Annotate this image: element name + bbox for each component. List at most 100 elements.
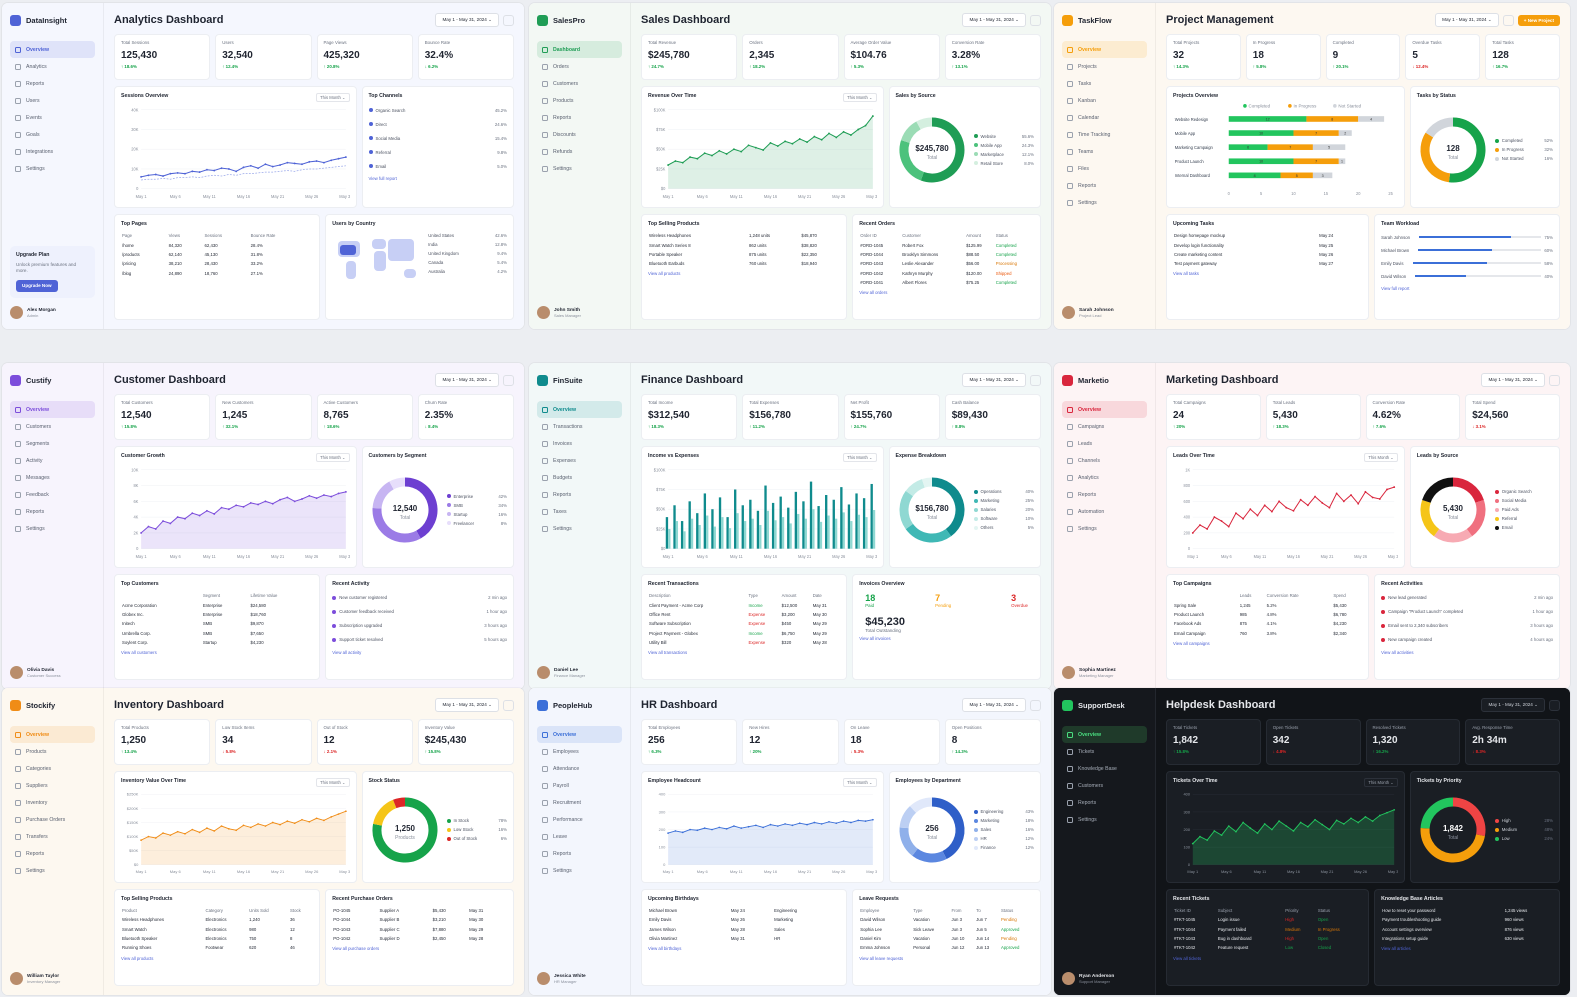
- sidebar-item-calendar[interactable]: Calendar: [1062, 109, 1147, 126]
- table-row[interactable]: PO-1043 Supplier C $7,880 May 29: [332, 925, 507, 934]
- table-row[interactable]: Michael Brown May 24 Engineering: [648, 906, 840, 915]
- sidebar-item-categories[interactable]: Categories: [10, 760, 95, 777]
- sidebar-item-integrations[interactable]: Integrations: [10, 143, 95, 160]
- date-range-picker[interactable]: May 1 - May 31, 2024 ⌄: [435, 373, 499, 387]
- period-filter[interactable]: This Month ⌄: [1364, 453, 1398, 462]
- user-profile[interactable]: Ryan Anderson Support Manager: [1062, 972, 1147, 985]
- new-project-button[interactable]: + New Project: [1517, 14, 1560, 26]
- sidebar-item-knowledge-base[interactable]: Knowledge Base: [1062, 760, 1147, 777]
- sidebar-item-events[interactable]: Events: [10, 109, 95, 126]
- sidebar-item-analytics[interactable]: Analytics: [1062, 469, 1147, 486]
- date-range-picker[interactable]: May 1 - May 31, 2024 ⌄: [1481, 698, 1545, 712]
- table-row[interactable]: Facebook Ads 875 4.1% $4,230: [1173, 619, 1362, 628]
- sidebar-item-performance[interactable]: Performance: [537, 811, 622, 828]
- sidebar-item-products[interactable]: Products: [537, 92, 622, 109]
- user-profile[interactable]: Sarah Johnson Project Lead: [1062, 306, 1147, 319]
- sidebar-item-customers[interactable]: Customers: [1062, 777, 1147, 794]
- table-row[interactable]: Product Launch 985 4.8% $6,780: [1173, 610, 1362, 619]
- table-row[interactable]: Acme Corporation Enterprise $24,580: [121, 600, 313, 609]
- sidebar-item-leave[interactable]: Leave: [537, 828, 622, 845]
- user-profile[interactable]: Alex Morgan Admin: [10, 306, 95, 319]
- sidebar-item-refunds[interactable]: Refunds: [537, 143, 622, 160]
- sidebar-item-segments[interactable]: Segments: [10, 435, 95, 452]
- sidebar-item-activity[interactable]: Activity: [10, 452, 95, 469]
- sidebar-item-transactions[interactable]: Transactions: [537, 418, 622, 435]
- table-row[interactable]: Emma Johnson Personal Jun 12 Jun 13 Approved: [859, 943, 1034, 952]
- calendar-icon[interactable]: [1030, 374, 1041, 386]
- calendar-icon[interactable]: [1549, 374, 1560, 386]
- view-all-link[interactable]: View all tasks: [1173, 271, 1199, 277]
- sidebar-item-invoices[interactable]: Invoices: [537, 435, 622, 452]
- view-all-link[interactable]: View all transactions: [648, 650, 688, 656]
- sidebar-item-channels[interactable]: Channels: [1062, 452, 1147, 469]
- view-full-report-link[interactable]: View full report: [368, 176, 397, 181]
- sidebar-item-settings[interactable]: Settings: [1062, 194, 1147, 211]
- table-row[interactable]: #TKT-1045 Login issue High Open: [1173, 915, 1362, 924]
- sidebar-item-recruitment[interactable]: Recruitment: [537, 794, 622, 811]
- table-row[interactable]: Sophia Lee Sick Leave Jun 3 Jun 5 Approved: [859, 925, 1034, 934]
- table-row[interactable]: Emily Davis May 26 Marketing: [648, 915, 840, 924]
- sidebar-item-reports[interactable]: Reports: [1062, 486, 1147, 503]
- table-row[interactable]: Account settings overview 876 views: [1381, 925, 1553, 934]
- calendar-icon[interactable]: [1549, 699, 1560, 711]
- table-row[interactable]: Running Shoes Footwear 620 46: [121, 943, 313, 952]
- sidebar-item-settings[interactable]: Settings: [10, 520, 95, 537]
- sidebar-item-reports[interactable]: Reports: [10, 845, 95, 862]
- sidebar-item-payroll[interactable]: Payroll: [537, 777, 622, 794]
- sidebar-item-taxes[interactable]: Taxes: [537, 503, 622, 520]
- sidebar-item-automation[interactable]: Automation: [1062, 503, 1147, 520]
- sidebar-item-settings[interactable]: Settings: [10, 160, 95, 177]
- sidebar-item-tickets[interactable]: Tickets: [1062, 743, 1147, 760]
- table-row[interactable]: Software Subscription Expense $450 May 29: [648, 619, 840, 628]
- table-row[interactable]: #TKT-1043 Bug in dashboard High Open: [1173, 934, 1362, 943]
- table-row[interactable]: Soylent Corp. Startup $4,230: [121, 638, 313, 647]
- sidebar-item-budgets[interactable]: Budgets: [537, 469, 622, 486]
- date-range-picker[interactable]: May 1 - May 31, 2024 ⌄: [962, 698, 1026, 712]
- sidebar-item-overview[interactable]: Overview: [10, 726, 95, 743]
- sidebar-item-reports[interactable]: Reports: [537, 109, 622, 126]
- table-row[interactable]: Daniel Kim Vacation Jun 10 Jun 14 Pending: [859, 934, 1034, 943]
- sidebar-item-dashboard[interactable]: Dashboard: [537, 41, 622, 58]
- calendar-icon[interactable]: [503, 14, 514, 26]
- sidebar-item-discounts[interactable]: Discounts: [537, 126, 622, 143]
- table-row[interactable]: Umbrella Corp. SMB $7,650: [121, 628, 313, 637]
- table-row[interactable]: #ORD-1042 Kathryn Murphy $120.00 Shipped: [859, 268, 1034, 277]
- sidebar-item-settings[interactable]: Settings: [10, 862, 95, 879]
- sidebar-item-employees[interactable]: Employees: [537, 743, 622, 760]
- sidebar-item-overview[interactable]: Overview: [537, 726, 622, 743]
- sidebar-item-reports[interactable]: Reports: [537, 486, 622, 503]
- sidebar-item-overview[interactable]: Overview: [537, 401, 622, 418]
- view-all-link[interactable]: View all tickets: [1173, 955, 1202, 961]
- view-all-link[interactable]: View all campaigns: [1173, 640, 1210, 646]
- table-row[interactable]: Wireless Headphones Electronics 1,240 36: [121, 915, 313, 924]
- sidebar-item-purchase-orders[interactable]: Purchase Orders: [10, 811, 95, 828]
- period-filter[interactable]: This Month ⌄: [843, 93, 877, 102]
- upgrade-now-button[interactable]: Upgrade Now: [16, 279, 58, 292]
- table-row[interactable]: Globex Inc. Enterprise $18,760: [121, 610, 313, 619]
- date-range-picker[interactable]: May 1 - May 31, 2024 ⌄: [435, 13, 499, 27]
- sidebar-item-goals[interactable]: Goals: [10, 126, 95, 143]
- table-row[interactable]: Develop login functionality May 25: [1173, 240, 1362, 249]
- sidebar-item-reports[interactable]: Reports: [1062, 794, 1147, 811]
- sidebar-item-expenses[interactable]: Expenses: [537, 452, 622, 469]
- sidebar-item-suppliers[interactable]: Suppliers: [10, 777, 95, 794]
- sidebar-item-overview[interactable]: Overview: [10, 401, 95, 418]
- sidebar-item-campaigns[interactable]: Campaigns: [1062, 418, 1147, 435]
- table-row[interactable]: Office Rent Expense $3,200 May 30: [648, 610, 840, 619]
- sidebar-item-settings[interactable]: Settings: [537, 520, 622, 537]
- sidebar-item-settings[interactable]: Settings: [1062, 520, 1147, 537]
- sidebar-item-feedback[interactable]: Feedback: [10, 486, 95, 503]
- sidebar-item-customers[interactable]: Customers: [537, 75, 622, 92]
- table-row[interactable]: Smart Watch Series 8 862 units $38,820: [648, 240, 840, 249]
- user-profile[interactable]: Sophia Martinez Marketing Manager: [1062, 666, 1147, 679]
- table-row[interactable]: #TKT-1044 Payment failed Medium In Progress: [1173, 925, 1362, 934]
- table-row[interactable]: Bluetooth Earbuds 760 units $18,940: [648, 259, 840, 268]
- sidebar-item-overview[interactable]: Overview: [1062, 726, 1147, 743]
- user-profile[interactable]: Jessica White HR Manager: [537, 972, 622, 985]
- period-filter[interactable]: This Month ⌄: [1364, 778, 1398, 787]
- table-row[interactable]: David Wilson Vacation Jun 3 Jun 7 Pending: [859, 915, 1034, 924]
- view-all-link[interactable]: View all orders: [859, 290, 888, 296]
- calendar-icon[interactable]: [1030, 699, 1041, 711]
- table-row[interactable]: /blog 24,890 18,760 27.1%: [121, 268, 313, 277]
- table-row[interactable]: Wireless Headphones 1,248 units $45,870: [648, 231, 840, 240]
